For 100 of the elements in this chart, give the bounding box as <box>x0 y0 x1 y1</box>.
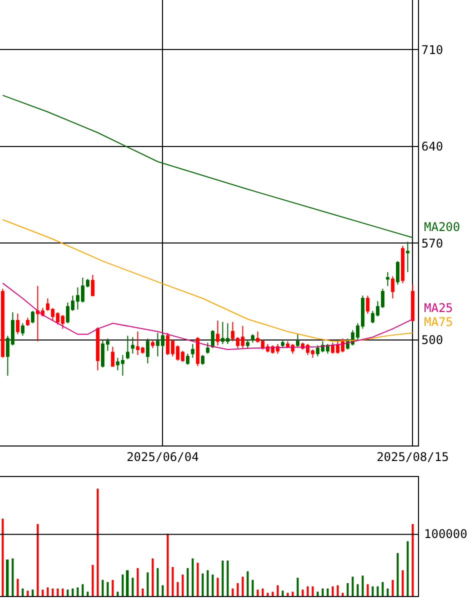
bar <box>262 588 264 596</box>
series-label: MA25 <box>424 301 453 315</box>
bar <box>322 588 324 596</box>
bar <box>406 541 409 596</box>
bar <box>252 580 254 596</box>
candlestick <box>20 322 24 336</box>
bar <box>196 562 199 596</box>
y-tick-label: 640 <box>421 140 444 154</box>
bar <box>132 578 134 596</box>
bar <box>6 559 9 596</box>
y-tick-label: 500 <box>421 333 444 348</box>
bar <box>216 578 219 596</box>
bar <box>166 534 169 596</box>
bar <box>126 570 129 596</box>
bar <box>112 580 114 596</box>
candlestick <box>96 326 100 371</box>
candlestick <box>190 343 194 358</box>
bar <box>386 588 389 596</box>
bar <box>396 553 399 596</box>
bar <box>142 588 144 596</box>
bar <box>346 583 349 596</box>
candlestick <box>250 334 254 344</box>
bar <box>312 586 314 596</box>
bar <box>242 576 244 596</box>
bar <box>342 592 344 596</box>
bar <box>226 560 229 596</box>
bar <box>186 568 189 596</box>
candlestick <box>396 260 400 286</box>
bar <box>366 584 369 596</box>
candlestick <box>130 336 134 354</box>
bar <box>332 586 334 596</box>
x-tick-label: 2025/06/04 <box>126 450 199 464</box>
bar <box>266 592 269 596</box>
bar <box>12 558 14 596</box>
candlestick <box>110 346 114 367</box>
candlestick <box>216 320 220 346</box>
candlestick <box>366 295 370 314</box>
bar <box>122 574 124 596</box>
bar <box>326 588 329 596</box>
bar <box>276 585 279 596</box>
candlestick <box>410 284 414 322</box>
bar <box>72 588 74 596</box>
candlestick <box>90 274 94 296</box>
bar <box>176 582 179 596</box>
bar <box>56 588 59 596</box>
bar <box>372 586 374 596</box>
line-series <box>2 282 414 350</box>
bar <box>86 592 89 596</box>
bar <box>316 592 319 596</box>
candlestick <box>280 339 284 349</box>
candlestick <box>400 245 404 284</box>
bar <box>286 592 289 596</box>
y-tick-label: 570 <box>421 236 444 250</box>
bar <box>206 570 209 596</box>
bar <box>106 582 109 596</box>
bar <box>306 586 309 596</box>
bar <box>92 564 94 596</box>
bar <box>376 586 379 596</box>
bar <box>36 524 39 596</box>
bar <box>302 590 304 596</box>
bar <box>152 558 154 596</box>
bar <box>172 567 174 596</box>
bar <box>352 576 354 596</box>
bar <box>296 578 299 596</box>
candlestick <box>146 338 150 364</box>
bar <box>82 584 84 596</box>
candlestick <box>390 276 394 299</box>
candlestick <box>296 334 300 348</box>
bar <box>232 588 234 596</box>
bar <box>102 580 104 596</box>
candlestick <box>200 354 204 366</box>
bar <box>116 592 119 596</box>
bar <box>202 573 204 596</box>
bar <box>156 568 159 596</box>
bar <box>192 558 194 596</box>
bar <box>32 590 34 596</box>
bar <box>356 584 359 596</box>
bar <box>146 572 149 596</box>
bar <box>382 582 384 596</box>
bar <box>46 587 49 596</box>
bar <box>236 583 239 596</box>
y-tick-label: 710 <box>421 42 444 57</box>
bar <box>282 590 284 596</box>
line-series <box>2 94 414 238</box>
text: 100000 <box>424 527 468 541</box>
line-series <box>2 219 414 342</box>
bar <box>336 585 339 596</box>
candlestick <box>0 288 4 358</box>
bar <box>2 518 4 596</box>
bar <box>392 580 394 596</box>
candlestick <box>126 335 130 360</box>
bar <box>162 585 164 596</box>
candlestick <box>150 339 154 349</box>
bar <box>362 576 364 596</box>
bar <box>22 588 24 596</box>
bar <box>182 574 184 596</box>
bar <box>402 570 404 596</box>
bar <box>42 590 44 596</box>
bar <box>62 588 64 596</box>
bar <box>136 568 139 596</box>
